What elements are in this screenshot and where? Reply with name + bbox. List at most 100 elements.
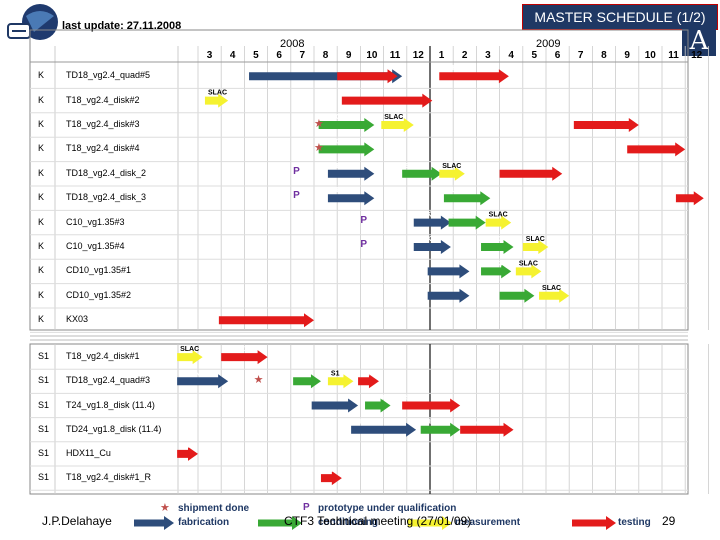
footer-page-number: 29 [662, 514, 676, 528]
schedule-arrow: SLAC [402, 163, 442, 181]
arrow-label: CERN [180, 370, 200, 377]
arrow-label: S1 [331, 370, 340, 377]
legend-prototype: prototype under qualification [318, 503, 457, 514]
arrow-label: KEK [252, 65, 267, 72]
arrow-label: S1 [180, 443, 189, 450]
legend-arrow [258, 516, 302, 530]
schedule-arrow: SLAC [481, 236, 514, 254]
row-code: K [38, 314, 45, 325]
month-header: 11 [389, 50, 401, 61]
structure-name: TD18_vg2.4_quad#3 [66, 375, 151, 386]
arrow-label: SLAC [180, 346, 199, 353]
year-2008: 2008 [280, 38, 305, 50]
arrow-label: KEK [417, 212, 432, 219]
row-code: K [38, 167, 45, 178]
arrow-label: SLAC [442, 163, 461, 170]
arrow-label: SLAC1 [224, 346, 247, 353]
arrow-label: S1 [324, 467, 333, 474]
legend-shipment: shipment done [178, 503, 250, 514]
structure-name: T24_vg1.8_disk (11.4) [66, 399, 155, 410]
row-code: S1 [38, 375, 50, 386]
schedule-arrow: SLAC [381, 114, 414, 132]
arrow-label: KEK [577, 114, 592, 121]
schedule-arrow: CERN [365, 395, 391, 413]
month-header: 7 [577, 50, 584, 61]
arrow-label: KEK [630, 138, 645, 145]
legend-arrow [134, 516, 174, 530]
year-2009: 2009 [536, 38, 561, 50]
footer-meeting: CTF3 Technical meeting (27/01/09) [284, 514, 472, 528]
month-header: 8 [601, 50, 607, 61]
month-header: 12 [412, 50, 424, 61]
row-code: K [38, 216, 45, 227]
row-code: K [38, 265, 45, 276]
arrow-label: SLAC [526, 236, 545, 243]
month-header: 12 [691, 50, 703, 61]
row-code: K [38, 119, 45, 129]
schedule-arrow: KEK [327, 163, 375, 181]
schedule-arrow: SLAC1 [221, 346, 268, 365]
schedule-arrow: KEK [413, 236, 451, 254]
prototype-marker: P [360, 214, 368, 226]
prototype-marker: P [360, 239, 368, 250]
arrow-label: KEK [345, 90, 360, 97]
legend-arrow [408, 516, 452, 530]
arrow-label: CERN [424, 419, 444, 426]
arrow-label: KEK [222, 309, 237, 316]
structure-name: T18_vg2.4_disk#1_R [66, 472, 152, 483]
schedule-arrow: SLAC [539, 285, 570, 303]
month-header: 4 [229, 50, 236, 61]
structure-name: TD18_vg2.4_quad#5 [66, 70, 151, 81]
structure-name: KX03 [66, 314, 89, 325]
arrow-label: SLAC [452, 212, 471, 219]
arrow-label: KEK [442, 65, 457, 72]
legend-measurement: measurement [455, 517, 521, 528]
shipment-star-icon: ★ [314, 142, 324, 155]
schedule-arrow: SLAC [485, 212, 512, 230]
month-header: 7 [299, 50, 306, 61]
month-header: 8 [322, 50, 329, 61]
arrow-label: SLAC [208, 90, 227, 97]
schedule-arrow: KEK [413, 212, 451, 230]
structure-name: T18_vg2.4_disk#4 [66, 143, 140, 154]
arrow-label: CERN [315, 395, 335, 402]
schedule-arrow: SLAC [515, 260, 542, 279]
month-header: 9 [624, 50, 630, 61]
schedule-arrow: KEK [218, 309, 314, 328]
shipment-star-icon: ★ [314, 118, 324, 130]
structure-name: T18_vg2.4_disk#3 [66, 119, 140, 129]
month-header: 6 [554, 50, 561, 61]
schedule-arrow: SLAC [318, 114, 375, 132]
schedule-arrow: S1 [320, 467, 342, 486]
row-code: S1 [38, 472, 50, 483]
arrow-label: KEK [331, 163, 346, 170]
schedule-arrow: SLAC1 [460, 419, 514, 437]
row-code: S1 [38, 423, 50, 434]
arrow-label: CERN [368, 395, 388, 402]
row-code: S1 [38, 447, 50, 458]
arrow-label: SLAC [322, 138, 341, 145]
month-header: 1 [438, 50, 445, 61]
arrow-label: SLAC [542, 285, 561, 292]
schedule-arrow: SLAC [481, 260, 512, 279]
month-header: 9 [345, 50, 352, 61]
arrow-label: SLAC [447, 187, 466, 194]
schedule-arrow: KEK [341, 90, 433, 108]
month-header: 2 [461, 50, 468, 61]
schedule-arrow: KEK [499, 163, 563, 181]
structure-name: T18_vg2.4_disk#1 [66, 351, 140, 362]
schedule-arrow: S1 [327, 370, 354, 389]
structure-name: TD24_vg1.8_disk (11.4) [66, 423, 162, 434]
row-code: K [38, 94, 45, 105]
month-header: 3 [485, 50, 491, 61]
legend-arrow [572, 516, 616, 530]
arrow-label: SLAC [489, 212, 508, 219]
structure-name: CD10_vg1.35#1 [66, 265, 132, 276]
schedule-arrow: KEK [327, 187, 375, 206]
legend-testing: testing [618, 517, 651, 528]
schedule-arrow: SLAC [318, 138, 375, 157]
arrow-label: SLAC [503, 285, 522, 292]
month-header: 10 [644, 50, 656, 61]
row-code: K [38, 241, 45, 251]
